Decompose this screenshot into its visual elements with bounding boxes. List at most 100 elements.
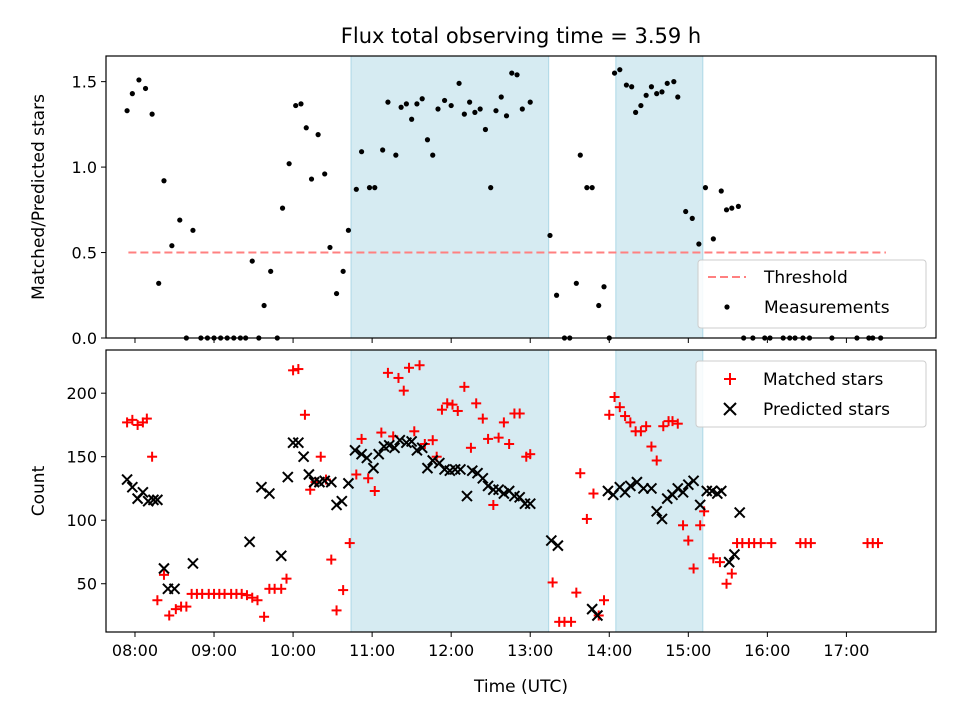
predicted-point (715, 485, 727, 497)
measurement-point (156, 280, 162, 286)
y-tick-label: 100 (66, 511, 97, 530)
predicted-mark-b (471, 467, 484, 479)
matched-point (281, 573, 292, 584)
matched-point (571, 587, 582, 598)
predicted-mark-b (733, 506, 746, 519)
matched-point (369, 486, 380, 496)
predicted-mark-b (586, 603, 598, 615)
x-tick-label: 17:00 (823, 641, 869, 660)
predicted-mark-b (508, 490, 521, 502)
predicted-mark-b (461, 490, 473, 502)
predicted-point (723, 556, 735, 568)
predicted-mark-b (126, 481, 139, 493)
predicted-mark-b (373, 448, 385, 460)
matched-point (614, 402, 625, 413)
predicted-mark-b (694, 499, 706, 511)
matched-point (382, 367, 393, 378)
predicted-point (263, 487, 276, 500)
matched-point (141, 413, 152, 424)
measurement-point (596, 302, 602, 309)
measurement-point (654, 91, 660, 97)
predicted-mark-b (342, 477, 355, 490)
measurement-point (398, 104, 404, 110)
matched-point (873, 538, 884, 549)
measurement-point (514, 72, 520, 78)
predicted-point (645, 482, 658, 495)
predicted-mark-b (297, 450, 310, 463)
matched-point (525, 449, 536, 460)
x-axis-label: Time (UTC) (473, 677, 568, 697)
measurement-point (573, 280, 579, 286)
predicted-point (482, 480, 494, 492)
matched-point (667, 416, 678, 427)
predicted-mark-b (545, 534, 558, 547)
matched-point (427, 435, 438, 446)
predicted-mark-b (121, 473, 133, 486)
matched-point (566, 616, 577, 627)
predicted-point (282, 471, 294, 483)
predicted-point (355, 448, 368, 460)
predicted-mark-b (263, 487, 276, 500)
measurement-point (136, 77, 142, 83)
matched-point (714, 557, 725, 568)
axes-frame (105, 55, 937, 339)
top-panel: 0.0 0.5 1.0 1.5 Matched/Predicted stars Thres… (29, 55, 937, 348)
measurement-point (477, 106, 483, 112)
predicted-point (297, 450, 310, 463)
matched-point (459, 381, 470, 392)
matched-point (276, 583, 287, 594)
measurement-point (345, 227, 352, 233)
matched-point (493, 432, 504, 443)
matched-point (477, 413, 488, 424)
predicted-mark-b (687, 475, 700, 487)
measurement-point (589, 185, 595, 191)
matched-point (658, 421, 669, 432)
matched-point (514, 408, 525, 419)
measurement-point (142, 85, 149, 92)
predicted-mark-b (524, 497, 536, 510)
predicted-point (243, 536, 256, 548)
matched-point (581, 513, 592, 524)
predicted-point (591, 609, 604, 622)
matched-point (683, 535, 694, 546)
y-axis-label: Matched/Predicted stars (29, 94, 49, 300)
matched-point (766, 538, 777, 549)
predicted-mark-b (503, 485, 515, 497)
predicted-point (147, 494, 160, 506)
x-tick-label: 09:00 (191, 641, 237, 660)
measurement-point (553, 292, 560, 298)
matched-point (635, 426, 646, 437)
x-tick-label: 08:00 (112, 641, 158, 660)
predicted-point (524, 497, 536, 510)
measurement-point (723, 207, 730, 213)
measurement-point (261, 302, 267, 309)
measurement-point (509, 70, 515, 76)
measurement-point (472, 109, 478, 115)
measurement-point (169, 243, 175, 249)
measurement-point (366, 185, 373, 191)
legend-predicted-label: Predicted stars (763, 400, 890, 420)
predicted-point (545, 534, 558, 547)
predicted-point (492, 484, 505, 496)
legend-matched-label: Matched stars (763, 370, 883, 390)
measurement-point (327, 244, 333, 251)
measurement-point (372, 185, 378, 191)
measurement-point (467, 99, 473, 105)
measurement-point (633, 109, 639, 115)
measurement-point (671, 79, 677, 85)
matched-point (331, 605, 342, 616)
legend-box (695, 360, 927, 428)
predicted-point (454, 463, 467, 476)
measurement-point (729, 205, 735, 211)
measurement-point (393, 152, 399, 158)
predicted-mark-b (282, 471, 294, 483)
matched-point (344, 538, 355, 549)
matched-point (122, 417, 133, 428)
predicted-point (325, 476, 337, 488)
predicted-mark-b (513, 491, 526, 504)
observing-window (615, 55, 704, 339)
measurement-point (611, 70, 618, 76)
measurement-point (161, 178, 167, 184)
matched-point (409, 426, 420, 437)
predicted-mark-b (706, 485, 718, 497)
